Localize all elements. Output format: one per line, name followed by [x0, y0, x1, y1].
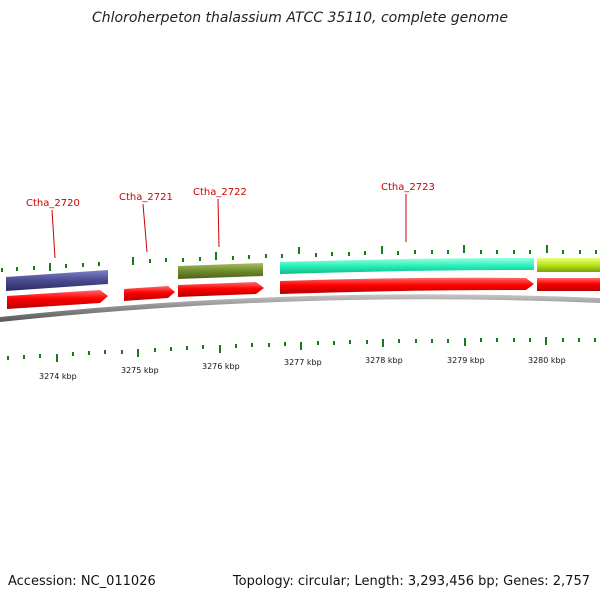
cds-arrow-ctha-2723[interactable]: [280, 277, 534, 294]
genome-summary-text: Topology: circular; Length: 3,293,456 bp…: [232, 574, 590, 589]
kbp-label: 3279 kbp: [447, 356, 485, 365]
kbp-label: 3278 kbp: [365, 356, 403, 365]
kbp-label: 3277 kbp: [284, 358, 322, 367]
gene-label-ctha-2721[interactable]: Ctha_2721: [119, 192, 173, 203]
cds-arrow-ctha-2720[interactable]: [7, 290, 108, 309]
cds-arrow-ctha-2721[interactable]: [124, 286, 175, 301]
label-leaders: [51, 194, 407, 259]
genome-backbone: [0, 294, 600, 322]
inner-tick-ring: [7, 337, 596, 362]
gene-track-ctha-2722[interactable]: [178, 263, 263, 279]
kbp-label: 3280 kbp: [528, 356, 566, 365]
cds-arrow-ctha-2722[interactable]: [178, 282, 264, 297]
gene-label-ctha-2723[interactable]: Ctha_2723: [381, 182, 435, 193]
gene-track-next[interactable]: [537, 258, 600, 272]
gene-label-ctha-2722[interactable]: Ctha_2722: [193, 187, 247, 198]
accession-text: Accession: NC_011026: [8, 574, 156, 589]
gene-label-ctha-2720[interactable]: Ctha_2720: [26, 198, 80, 209]
gene-track-ctha-2723[interactable]: [280, 258, 534, 274]
cds-arrow-next[interactable]: [537, 278, 600, 291]
kbp-label: 3274 kbp: [39, 372, 77, 381]
kbp-label: 3275 kbp: [121, 366, 159, 375]
gene-track-ctha-2720[interactable]: [6, 270, 108, 291]
outer-tick-ring: [1, 245, 597, 272]
kbp-label: 3276 kbp: [202, 362, 240, 371]
map-title: Chloroherpeton thalassium ATCC 35110, co…: [92, 10, 508, 26]
